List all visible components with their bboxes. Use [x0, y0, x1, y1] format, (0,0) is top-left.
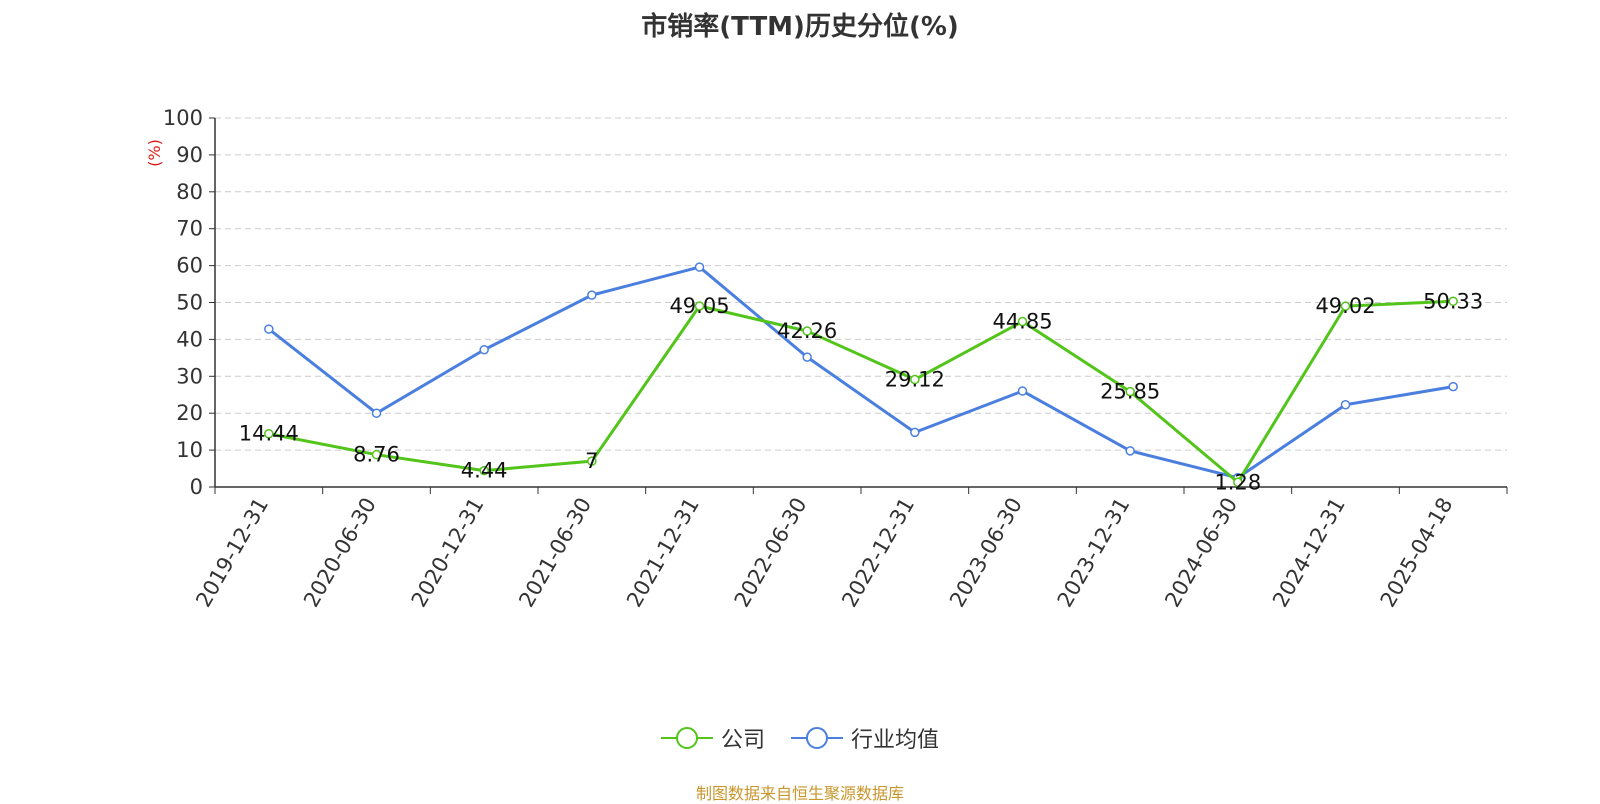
data-label-company: 7 — [585, 449, 598, 473]
data-point-industry — [694, 262, 705, 272]
data-point-company — [1340, 301, 1351, 311]
data-point-industry — [1017, 386, 1028, 396]
series-line-industry — [267, 265, 1454, 480]
axes: 0 10 20 30 40 50 60 70 80 90 100 2019-12-31 2020-06-… — [163, 106, 1508, 612]
series — [264, 262, 1458, 488]
data-point-company — [694, 301, 705, 311]
data-point-company — [371, 449, 382, 460]
x-tick-label: 2020-12-31 — [407, 493, 489, 611]
y-axis-unit-label: (%) — [145, 139, 164, 167]
chart-title: 市销率(TTM)历史分位(%) — [641, 12, 959, 42]
data-label-company: 44.85 — [992, 310, 1052, 334]
data-point-company — [1017, 316, 1028, 327]
x-tick-label: 2024-06-30 — [1160, 494, 1242, 612]
data-label-company: 49.05 — [669, 294, 729, 318]
legend-industry-label: 行业均值 — [851, 728, 940, 753]
x-tick-label: 2020-06-30 — [299, 494, 381, 612]
data-label-company: 1.28 — [1214, 470, 1261, 494]
legend-industry-line-icon — [791, 727, 843, 749]
data-labels: 14.44 8.76 4.44 7 49.05 42.26 29.12 44.85 25.85 1… — [239, 289, 1483, 494]
data-point-industry — [264, 324, 274, 334]
y-tick-label: 60 — [176, 254, 203, 278]
x-tick-label: 2023-06-30 — [945, 494, 1027, 612]
y-tick-label: 30 — [176, 364, 203, 388]
data-point-company — [587, 456, 597, 466]
x-tick-label: 2024-12-31 — [1268, 494, 1350, 612]
data-label-company: 14.44 — [239, 422, 299, 446]
x-tick-label: 2021-06-30 — [514, 494, 596, 612]
data-point-industry — [371, 408, 382, 418]
data-point-industry — [910, 427, 920, 438]
y-tick-label: 20 — [176, 401, 203, 425]
y-tick-label: 10 — [176, 438, 203, 462]
x-tick-label: 2022-06-30 — [730, 494, 812, 612]
data-point-company — [802, 326, 812, 336]
series-line-company — [268, 299, 1454, 484]
y-tick-label: 70 — [176, 217, 203, 241]
grid-lines — [215, 117, 1507, 451]
data-label-company: 42.26 — [777, 319, 837, 343]
y-tick-label: 50 — [176, 291, 203, 315]
data-label-company: 4.44 — [461, 459, 508, 483]
y-tick-label: 40 — [176, 327, 203, 351]
data-point-industry — [802, 352, 812, 362]
data-label-company: 25.85 — [1100, 380, 1160, 404]
y-tick-label: 80 — [176, 180, 203, 204]
y-tick-label: 100 — [163, 106, 203, 130]
data-source-note: 制图数据来自恒生聚源数据库 — [695, 784, 904, 803]
data-label-company: 49.02 — [1315, 294, 1375, 318]
x-tick-label: 2025-04-18 — [1376, 494, 1458, 612]
data-point-company — [910, 374, 920, 385]
data-point-industry — [1125, 446, 1135, 456]
data-point-company — [264, 428, 274, 439]
x-tick-label: 2019-12-31 — [191, 494, 273, 612]
legend: 公司 行业均值 — [0, 722, 1600, 754]
data-point-company — [479, 465, 489, 476]
y-tick-label: 90 — [176, 143, 203, 167]
data-label-company: 50.33 — [1423, 289, 1483, 313]
x-tick-label: 2021-12-31 — [622, 494, 704, 612]
legend-company-line-icon — [660, 727, 713, 749]
x-tick-label: 2022-12-31 — [837, 493, 919, 611]
data-label-company: 29.12 — [885, 368, 945, 392]
data-point-industry — [479, 344, 489, 355]
y-tick-label: 0 — [190, 475, 203, 499]
legend-item-company[interactable]: 公司 — [660, 722, 765, 754]
data-point-company — [1125, 386, 1135, 397]
legend-item-industry[interactable]: 行业均值 — [791, 722, 939, 754]
x-tick-label: 2023-12-31 — [1053, 494, 1135, 612]
legend-company-label: 公司 — [720, 728, 765, 753]
data-point-company — [1233, 477, 1243, 488]
data-label-company: 8.76 — [353, 443, 400, 467]
data-point-industry — [1448, 381, 1458, 392]
data-point-industry — [1340, 399, 1351, 410]
data-point-industry — [587, 290, 597, 300]
data-point-company — [1448, 296, 1458, 307]
